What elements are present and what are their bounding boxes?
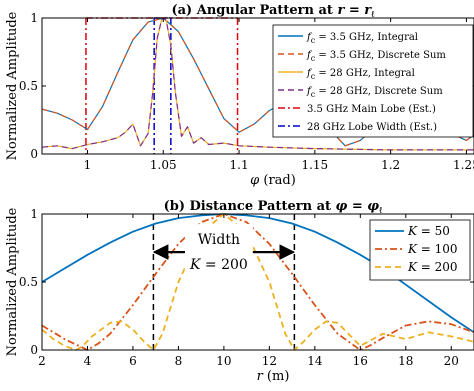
x-tick-label: 2 <box>38 354 46 368</box>
y-tick-label: 1 <box>30 207 38 221</box>
legend: K = 50 K = 100 K = 200 <box>369 219 471 281</box>
x-tick-label: 16 <box>353 354 368 368</box>
x-tick-label: 8 <box>175 354 183 368</box>
width-annotation-k: K = 200 <box>189 257 248 273</box>
x-tick-label: 1.25 <box>453 158 474 172</box>
x-tick-label: 14 <box>307 354 323 368</box>
y-axis-label: Normalized Amplitude <box>5 11 20 160</box>
legend-label: K = 100 <box>407 242 458 256</box>
x-tick-label: 1 <box>84 158 92 172</box>
annotation-bg <box>184 224 253 283</box>
legend-label: fc = 3.5 GHz, Discrete Sum <box>306 50 446 63</box>
x-tick-label: 20 <box>444 354 459 368</box>
x-axis-label: r (m) <box>257 369 290 384</box>
y-tick-label: 0.5 <box>19 275 38 289</box>
legend-label: K = 200 <box>407 260 458 274</box>
chart-panel-b: 2 4 6 8 10 12 14 16 18 20 0 0.5 1 Normalized Amplitud… <box>5 207 474 368</box>
chart-title: (a) Angular Pattern at r = rℓ <box>171 3 375 20</box>
legend-label: 3.5 GHz Main Lobe (Est.) <box>307 104 436 115</box>
y-tick-label: 0 <box>30 147 38 161</box>
legend-label: K = 50 <box>407 224 450 238</box>
y-tick-label: 1 <box>30 11 38 25</box>
x-tick-label: 1.15 <box>301 158 328 172</box>
legend-label: 28 GHz Lobe Width (Est.) <box>307 122 437 133</box>
series-line-1 <box>42 213 474 351</box>
chart-panel-a: 1 1.05 1.1 1.15 1.2 1.25 0 0.5 1 Normalized Ampli… <box>5 11 474 172</box>
x-tick-label: 12 <box>262 354 277 368</box>
x-tick-label: 1.1 <box>230 158 249 172</box>
x-axis-label: φ (rad) <box>250 173 296 188</box>
legend-label: fc = 28 GHz, Integral <box>306 68 415 81</box>
y-tick-label: 0.5 <box>19 79 38 93</box>
x-tick-label: 18 <box>398 354 413 368</box>
y-tick-label: 0 <box>30 343 38 357</box>
series-line-0 <box>42 213 474 334</box>
x-tick-label: 4 <box>84 354 92 368</box>
chart-title: (b) Distance Pattern at φ = φℓ <box>164 199 383 216</box>
x-tick-label: 1.05 <box>150 158 177 172</box>
legend: fc = 3.5 GHz, Integral fc = 3.5 GHz, Disc… <box>272 24 474 138</box>
legend-label: fc = 28 GHz, Discrete Sum <box>306 86 443 99</box>
x-tick-label: 1.2 <box>381 158 400 172</box>
y-axis-label: Normalized Amplitude <box>5 207 20 356</box>
series-line-3 <box>42 17 474 151</box>
x-tick-label: 10 <box>216 354 231 368</box>
width-annotation: Width <box>198 232 240 248</box>
x-tick-label: 6 <box>129 354 137 368</box>
legend-label: fc = 3.5 GHz, Integral <box>306 32 418 45</box>
